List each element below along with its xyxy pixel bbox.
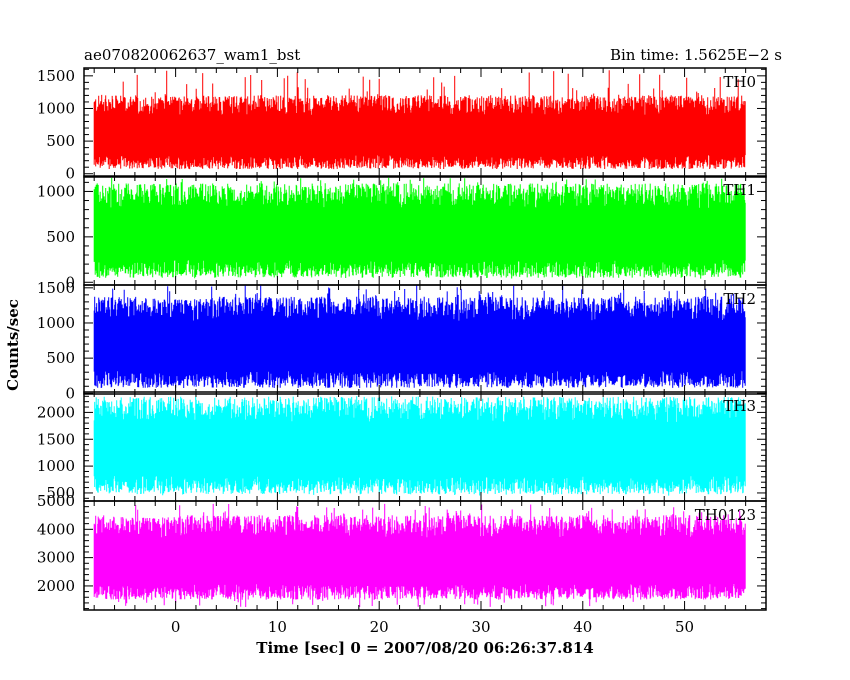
panel-th0: 0 500 1000 1500 TH0 (37, 67, 767, 183)
x-tick-label: 10 (268, 618, 287, 636)
panel-th2: 0 500 1000 1500 TH2 (37, 279, 767, 402)
series-th2 (93, 285, 746, 388)
y-tick-label: 1000 (37, 314, 75, 332)
y-tick-label: 500 (46, 132, 75, 150)
panel-label: TH3 (723, 397, 756, 415)
panel-th3: 500 1000 1500 2000 TH3 (37, 391, 767, 502)
panel-label: TH1 (723, 181, 756, 199)
x-axis-label: Time [sec] 0 = 2007/08/20 06:26:37.814 (256, 639, 593, 657)
panel-th1: 0 500 1000 TH1 (37, 175, 767, 291)
y-tick-label: 1000 (37, 182, 75, 200)
y-tick-label: 2000 (37, 577, 75, 595)
y-tick-label: 1000 (37, 457, 75, 475)
y-tick-label: 3000 (37, 549, 75, 567)
y-tick-label: 0 (65, 273, 75, 291)
series-th3 (93, 396, 746, 496)
y-tick-label: 1500 (37, 67, 75, 85)
series-th0123 (93, 503, 746, 607)
panel-th0123: 2000 3000 4000 5000 TH0123 (37, 492, 767, 611)
y-tick-label: 0 (65, 165, 75, 183)
x-tick-label: 30 (471, 618, 490, 636)
x-tick-label: 0 (171, 618, 181, 636)
y-tick-label: 1000 (37, 99, 75, 117)
series-th0 (93, 70, 746, 170)
x-tick-label: 40 (573, 618, 592, 636)
y-tick-label: 4000 (37, 520, 75, 538)
bin-time-label: Bin time: 1.5625E−2 s (610, 46, 782, 64)
y-tick-label: 1500 (37, 430, 75, 448)
panel-frame (83, 284, 767, 395)
y-tick-label: 500 (46, 484, 75, 502)
x-tick-label: 50 (675, 618, 694, 636)
y-tick-label: 1500 (37, 279, 75, 297)
y-axis-label: Counts/sec (4, 299, 22, 391)
panel-label: TH0123 (695, 506, 756, 524)
series-th1 (93, 177, 746, 279)
panel-frame (83, 500, 767, 611)
panel-label: TH2 (723, 290, 756, 308)
y-tick-label: 500 (46, 349, 75, 367)
y-tick-label: 0 (65, 384, 75, 402)
y-tick-label: 500 (46, 228, 75, 246)
panel-label: TH0 (723, 73, 756, 91)
panel-frame (83, 67, 767, 178)
x-tick-label: 20 (370, 618, 389, 636)
chart-title: ae070820062637_wam1_bst (84, 46, 300, 64)
y-tick-label: 5000 (37, 492, 75, 510)
y-tick-label: 2000 (37, 403, 75, 421)
